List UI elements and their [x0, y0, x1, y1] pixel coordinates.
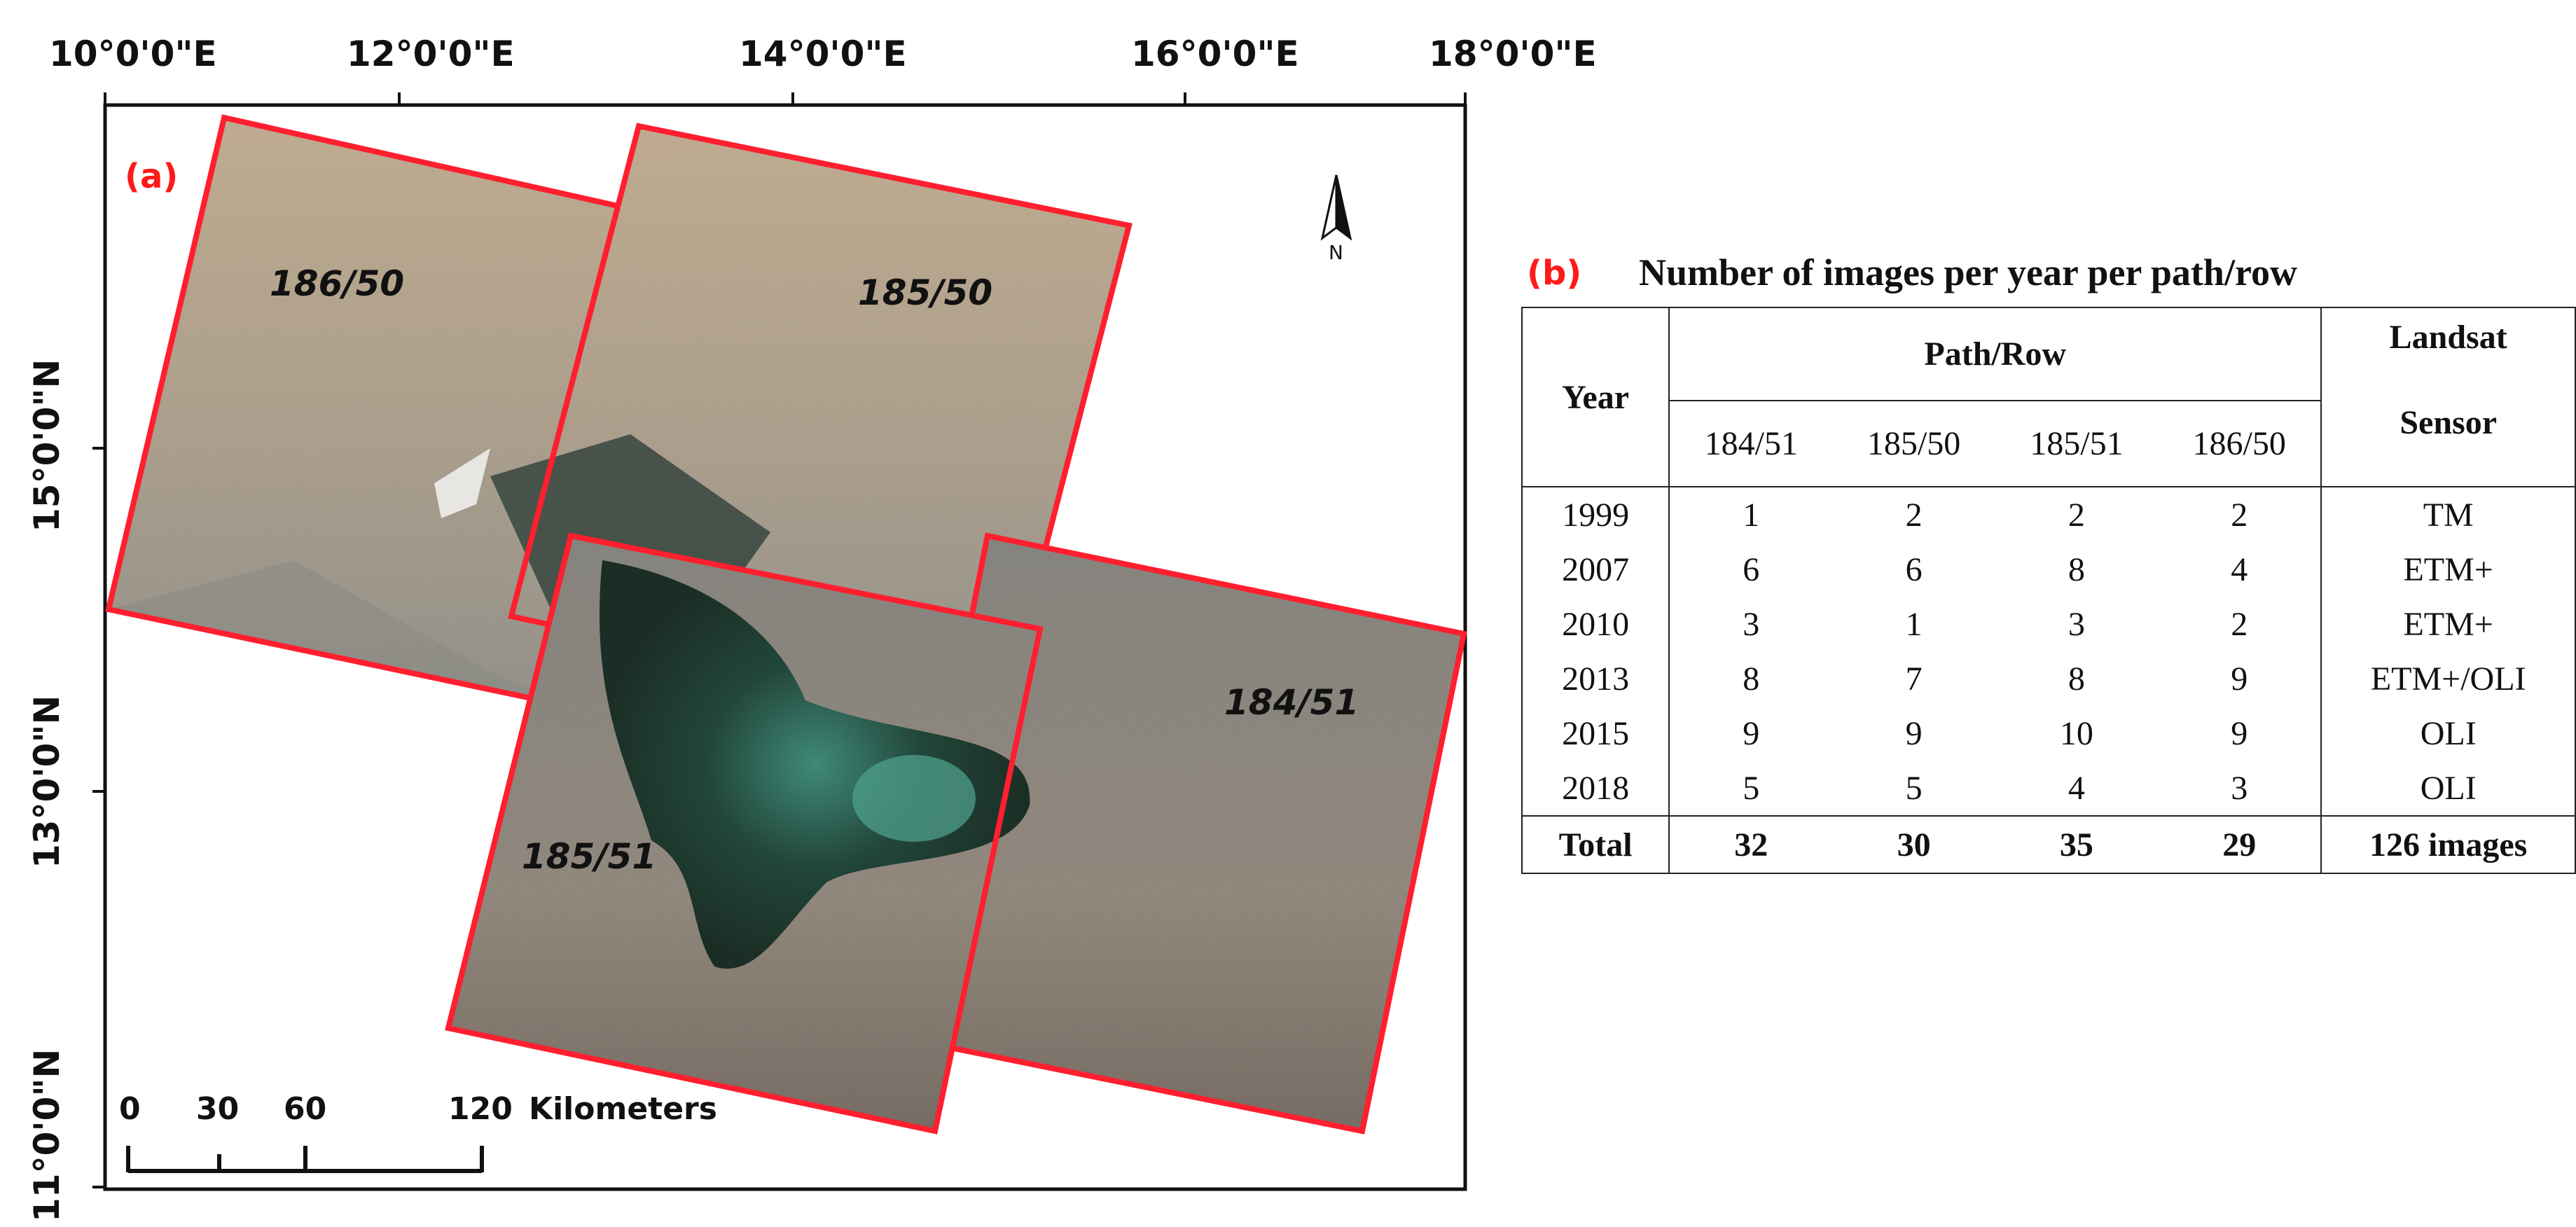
north-arrow-icon: N	[1320, 174, 1352, 264]
lon-tick-label: 12°0'0"E	[347, 34, 515, 74]
scene-label-184-51: 184/51	[1224, 682, 1359, 723]
scene-label-185-51: 185/51	[522, 836, 656, 877]
count-cell: 1	[1743, 496, 1760, 534]
lon-tick-label: 16°0'0"E	[1131, 34, 1299, 74]
count-cell: 6	[1905, 550, 1923, 588]
scale-tick-label: 60	[284, 1091, 326, 1127]
images-per-year-table: Year Path/Row Landsat 184/51 185/50 185/…	[1521, 307, 2576, 874]
count-cell: 9	[1743, 714, 1760, 752]
sensor-cell: OLI	[2321, 706, 2576, 761]
count-cell: 2	[2068, 496, 2085, 534]
count-cell: 8	[2068, 660, 2085, 698]
scene-185-51	[445, 532, 1044, 1135]
count-cell: 3	[1743, 605, 1760, 643]
lon-tick-label: 14°0'0"E	[739, 34, 907, 74]
column-header: 185/51	[1995, 400, 2159, 487]
scale-unit-label: Kilometers	[529, 1091, 717, 1127]
lon-tick-label: 18°0'0"E	[1429, 34, 1597, 74]
table-row: 2015 9 9 10 9 OLI	[1521, 706, 2576, 761]
year-header: Year	[1521, 307, 1670, 487]
table-row: 2018 5 5 4 3 OLI	[1521, 761, 2576, 816]
total-cell: 35	[1995, 815, 2159, 874]
count-cell: 9	[1905, 714, 1923, 752]
count-cell: 5	[1743, 769, 1760, 807]
count-cell: 2	[2158, 597, 2322, 651]
sensor-header: Sensor	[2321, 401, 2576, 487]
count-cell: 5	[1905, 769, 1923, 807]
sensor-cell: TM	[2321, 487, 2576, 542]
count-cell: 4	[2158, 542, 2322, 597]
path-row-header: Path/Row	[1669, 307, 2322, 401]
count-cell: 2	[1905, 496, 1923, 534]
scale-tick-label: 120	[448, 1091, 513, 1127]
year-cell: 2007	[1521, 542, 1670, 597]
panel-a-label: (a)	[125, 157, 178, 196]
table-title: Number of images per year per path/row	[1639, 251, 2297, 293]
year-cell: 1999	[1521, 487, 1670, 542]
column-header: 186/50	[2158, 400, 2322, 487]
north-label: N	[1329, 241, 1343, 264]
scene-label-186-50: 186/50	[270, 263, 404, 304]
count-cell: 1	[1905, 605, 1923, 643]
count-cell: 3	[2158, 761, 2322, 816]
sensor-cell: OLI	[2321, 761, 2576, 816]
count-cell: 9	[2158, 706, 2322, 761]
table-row: 2013 8 7 8 9 ETM+/OLI	[1521, 651, 2576, 706]
table-row: 2010 3 1 3 2 ETM+	[1521, 597, 2576, 651]
year-cell: 2013	[1521, 651, 1670, 706]
landsat-header: Landsat	[2321, 307, 2576, 401]
count-cell: 8	[2068, 550, 2085, 588]
count-cell: 2	[2158, 487, 2322, 542]
total-cell: 29	[2158, 815, 2322, 874]
column-header: 185/50	[1832, 400, 1995, 487]
total-sensor-cell: 126 images	[2321, 815, 2576, 874]
count-cell: 4	[2068, 769, 2085, 807]
frame-ticks	[92, 92, 1467, 1188]
column-header: 184/51	[1669, 400, 1833, 487]
total-label: Total	[1521, 815, 1670, 874]
total-cell: 32	[1669, 815, 1833, 874]
count-cell: 6	[1743, 550, 1760, 588]
scene-184-51	[885, 532, 1467, 1135]
sensor-cell: ETM+/OLI	[2321, 651, 2576, 706]
scale-tick-label: 30	[196, 1091, 239, 1127]
scale-bar: 0 30 60 120 Kilometers	[119, 1091, 717, 1173]
sensor-cell: ETM+	[2321, 597, 2576, 651]
year-cell: 2015	[1521, 706, 1670, 761]
panel-b-label: (b)	[1527, 254, 1582, 293]
count-cell: 7	[1905, 660, 1923, 698]
scene-label-185-50: 185/50	[858, 272, 992, 313]
count-cell: 8	[1743, 660, 1760, 698]
table-row: 1999 1 2 2 2 TM	[1521, 487, 2576, 542]
year-cell: 2018	[1521, 761, 1670, 816]
count-cell: 10	[2059, 714, 2093, 752]
scale-tick-label: 0	[119, 1091, 141, 1127]
lon-tick-label: 10°0'0"E	[49, 34, 217, 74]
total-cell: 30	[1832, 815, 1995, 874]
total-row: Total 32 30 35 29 126 images	[1521, 815, 2576, 874]
year-cell: 2010	[1521, 597, 1670, 651]
count-cell: 9	[2158, 651, 2322, 706]
count-cell: 3	[2068, 605, 2085, 643]
sensor-cell: ETM+	[2321, 542, 2576, 597]
table-row: 2007 6 6 8 4 ETM+	[1521, 542, 2576, 597]
